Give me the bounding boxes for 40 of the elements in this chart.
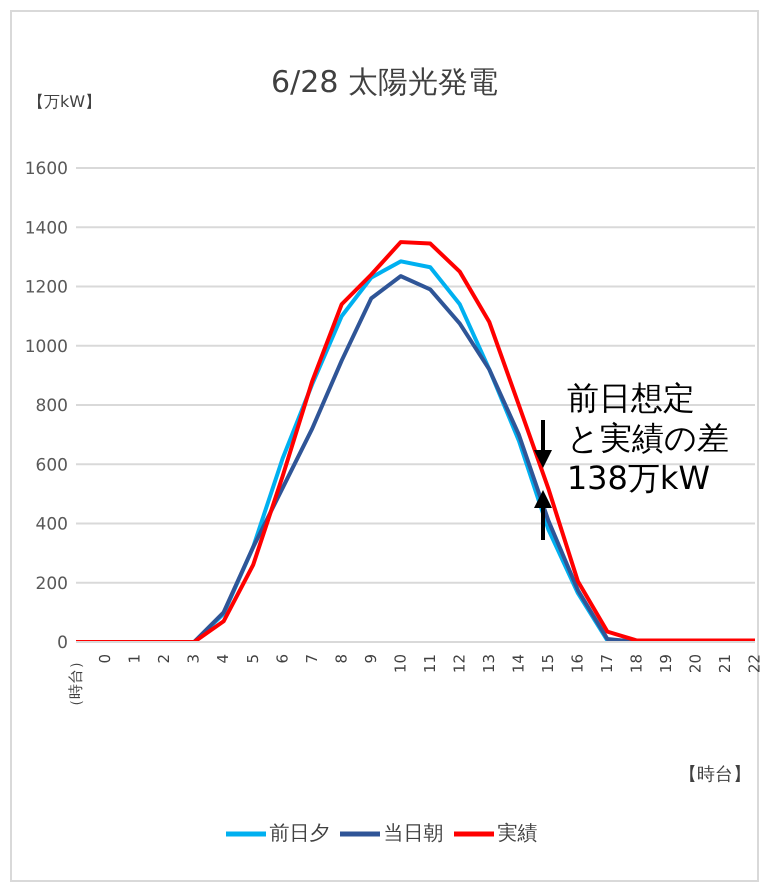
x-tick-label: 18 [628,654,646,674]
annotation: 前日想定と実績の差138万kW [566,378,729,498]
x-tick-label: 19 [657,654,676,674]
x-tick-label: 20 [686,654,705,674]
y-tick-label: 200 [36,574,68,594]
y-tick-label: 600 [36,455,68,476]
x-tick-label: （時台） [66,654,85,714]
x-tick-label: 2 [155,654,174,664]
x-tick-label: 5 [244,654,262,664]
x-tick-label: 1 [126,654,144,664]
x-tick-label: 22 [746,654,764,674]
x-tick-label: 17 [598,654,616,674]
legend-label: 前日夕 [270,820,330,844]
legend-label: 当日朝 [384,820,444,844]
x-tick-label: 11 [420,654,439,674]
chart-title: 6/28 太陽光発電 [271,65,498,100]
x-tick-label: 4 [214,654,232,664]
y-tick-label: 1000 [24,336,68,357]
y-tick-label: 800 [36,396,68,416]
x-tick-label: 7 [302,654,321,664]
y-tick-label: 1400 [24,218,68,238]
x-tick-label: 9 [362,654,380,664]
legend-label: 実績 [498,820,538,844]
x-tick-label: 3 [184,654,203,664]
x-tick-label: 14 [509,654,528,674]
y-axis-title: 【万kW】 [28,92,102,113]
x-axis-title: 【時台】 [679,763,751,786]
x-tick-label: 0 [96,654,114,664]
x-tick-label: 8 [332,654,350,664]
line-series [74,240,757,642]
x-tick-label: 13 [480,654,498,674]
y-tick-label: 1600 [24,159,68,180]
x-tick-label: 10 [391,654,410,674]
x-tick-label: 6 [273,654,292,664]
x-tick-label: 15 [539,654,557,674]
x-tick-label: 21 [716,654,734,674]
y-tick-label: 1200 [24,278,68,298]
y-tick-label: 400 [36,514,68,535]
x-tick-label: 16 [568,654,587,674]
x-tick-label: 12 [450,654,468,674]
